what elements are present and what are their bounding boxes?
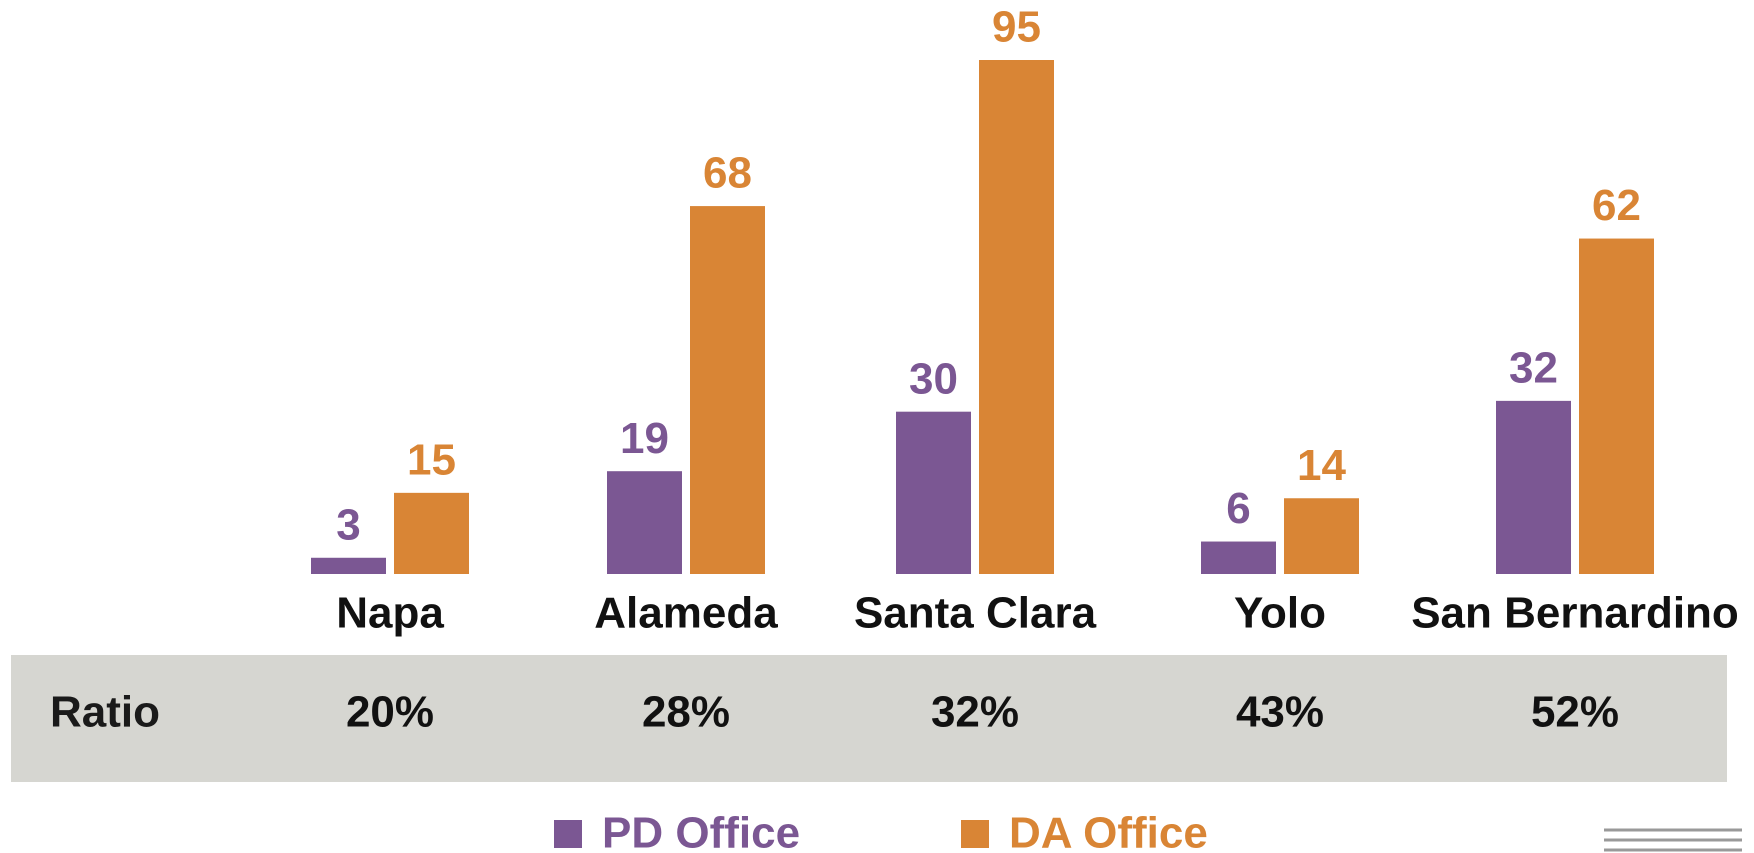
- data-label: 62: [1592, 181, 1641, 230]
- bar: [394, 492, 469, 574]
- bar: [979, 60, 1054, 574]
- bar: [1579, 238, 1654, 574]
- table-cell: 20%: [346, 688, 434, 737]
- data-label: 19: [620, 414, 669, 463]
- bar: [896, 411, 971, 574]
- table-band: [11, 655, 1727, 782]
- table-row-label: Ratio: [50, 688, 160, 737]
- data-label: 14: [1297, 441, 1346, 490]
- table-cell: 28%: [642, 688, 730, 737]
- table-cell: 32%: [931, 688, 1019, 737]
- x-tick-label: Napa: [336, 589, 444, 638]
- table-cell: 43%: [1236, 688, 1324, 737]
- table-cell: 52%: [1531, 688, 1619, 737]
- bar: [690, 206, 765, 574]
- data-label: 68: [703, 149, 752, 198]
- data-label: 95: [992, 3, 1041, 52]
- legend-swatch: [554, 820, 582, 848]
- x-tick-label: Yolo: [1234, 589, 1326, 638]
- bar: [1496, 400, 1571, 574]
- data-label: 32: [1509, 343, 1558, 392]
- data-label: 15: [407, 435, 456, 484]
- legend-label: DA Office: [1009, 809, 1208, 853]
- data-label: 6: [1226, 484, 1250, 533]
- legend-swatch: [961, 820, 989, 848]
- bar: [311, 557, 386, 574]
- data-label: 30: [909, 354, 958, 403]
- bar: [1201, 541, 1276, 574]
- bar: [1284, 498, 1359, 574]
- x-tick-label: Alameda: [594, 589, 778, 638]
- x-tick-label: San Bernardino: [1411, 589, 1739, 638]
- legend-label: PD Office: [602, 809, 800, 853]
- bar: [607, 471, 682, 574]
- data-label: 3: [336, 500, 360, 549]
- x-tick-label: Santa Clara: [854, 589, 1097, 638]
